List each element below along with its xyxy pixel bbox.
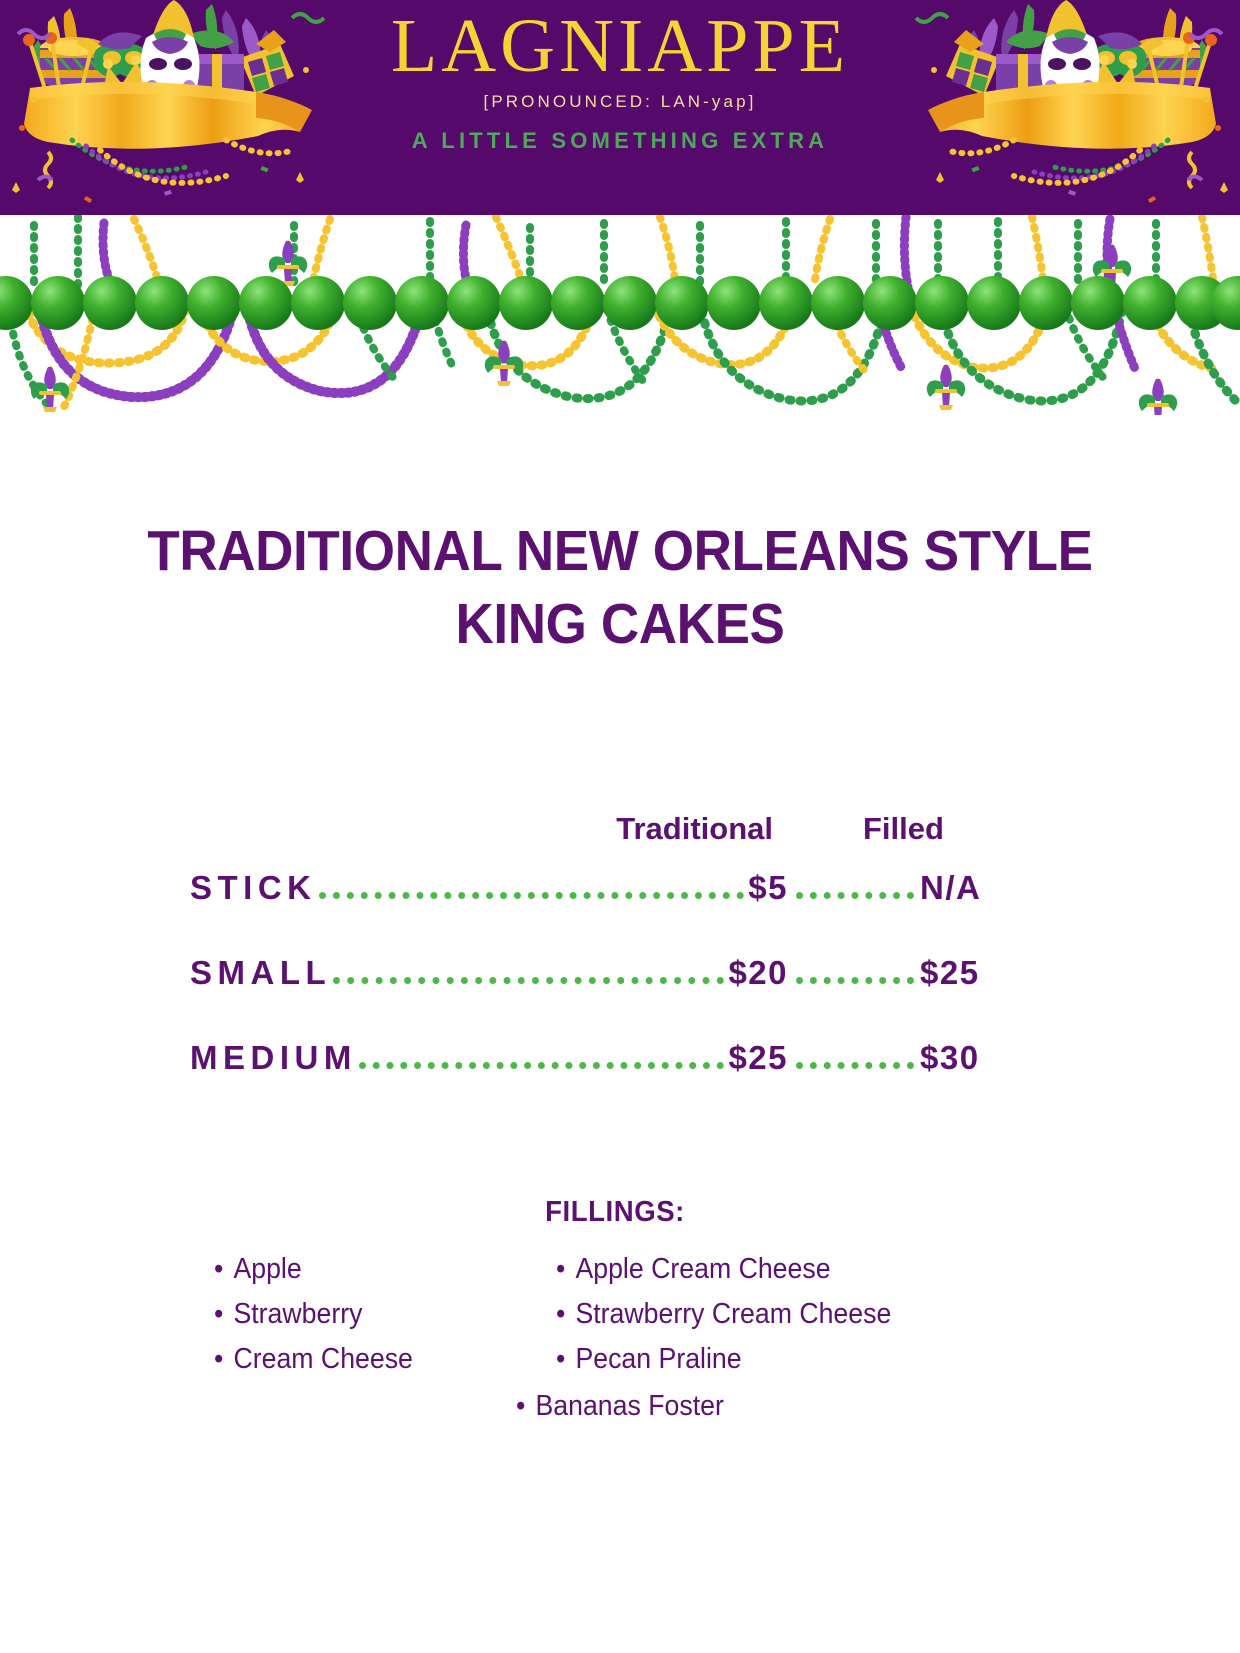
confetti xyxy=(12,12,326,203)
page-title-line-2: KING CAKES xyxy=(455,591,785,656)
table-row: SMALL $20 $25 xyxy=(190,954,1050,993)
dot-leader xyxy=(796,976,914,984)
fillings-centered-item: Bananas Foster xyxy=(0,1390,1240,1423)
dot-leader xyxy=(318,891,745,899)
large-bead-row xyxy=(0,276,1240,330)
list-item: Apple xyxy=(214,1247,490,1292)
mardi-gras-illustration-right xyxy=(914,0,1228,203)
mardi-gras-illustration-left xyxy=(12,0,326,203)
gold-banner-ribbon xyxy=(24,81,312,149)
table-row: STICK $5 N/A xyxy=(190,869,1050,908)
list-item: Cream Cheese xyxy=(214,1337,490,1382)
size-label: SMALL xyxy=(190,953,332,991)
brand-title-text: LAGNIAPPE xyxy=(390,4,850,88)
price-traditional: $20 xyxy=(728,953,788,991)
fillings-columns: Apple Strawberry Cream Cheese Apple Crea… xyxy=(0,1247,1240,1382)
dot-leader xyxy=(358,1061,725,1069)
price-table-header-row: Traditional Filled xyxy=(190,811,1050,847)
column-header-filled: Filled xyxy=(863,810,944,846)
column-header-traditional: Traditional xyxy=(616,810,773,846)
bead-strands xyxy=(69,137,297,186)
fillings-heading: FILLINGS: xyxy=(545,1195,685,1228)
price-traditional: $25 xyxy=(728,1038,788,1076)
size-label: MEDIUM xyxy=(190,1038,357,1076)
list-item: Strawberry Cream Cheese xyxy=(556,1292,988,1337)
price-table: Traditional Filled STICK $5 N/A SMALL $2… xyxy=(190,811,1050,1078)
list-item: Pecan Praline xyxy=(556,1337,988,1382)
dot-leader xyxy=(796,1061,914,1069)
page-title: TRADITIONAL NEW ORLEANS STYLE KING CAKES xyxy=(43,515,1196,661)
mardi-gras-beads-divider xyxy=(0,215,1240,415)
fillings-section: FILLINGS: Apple Strawberry Cream Cheese … xyxy=(0,1196,1240,1423)
fillings-column-right: Apple Cream Cheese Strawberry Cream Chee… xyxy=(556,1247,1026,1382)
fillings-column-left: Apple Strawberry Cream Cheese xyxy=(214,1247,514,1382)
brand-tagline: A LITTLE SOMETHING EXTRA xyxy=(411,128,829,153)
price-filled: $30 xyxy=(920,1038,980,1076)
price-filled: $25 xyxy=(920,953,980,991)
brand-title: LAGNIAPPE xyxy=(391,8,849,84)
page-header: LAGNIAPPE [PRONOUNCED: LAN-yap] A LITTLE… xyxy=(0,0,1240,215)
size-label: STICK xyxy=(190,868,317,906)
harlequin-hat xyxy=(240,30,294,96)
list-item: Bananas Foster xyxy=(516,1390,724,1423)
beads-divider-graphic xyxy=(0,215,1240,415)
dot-leader xyxy=(796,891,914,899)
price-traditional: $5 xyxy=(748,868,788,906)
list-item: Apple Cream Cheese xyxy=(556,1247,988,1292)
price-filled: N/A xyxy=(920,868,982,906)
list-item: Strawberry xyxy=(214,1292,490,1337)
main-content: TRADITIONAL NEW ORLEANS STYLE KING CAKES… xyxy=(0,515,1240,1423)
dot-leader xyxy=(333,976,725,984)
brand-pronunciation: [PRONOUNCED: LAN-yap] xyxy=(483,92,757,111)
page-title-line-1: TRADITIONAL NEW ORLEANS STYLE xyxy=(147,519,1093,583)
table-row: MEDIUM $25 $30 xyxy=(190,1039,1050,1078)
jester-hat xyxy=(98,0,234,50)
